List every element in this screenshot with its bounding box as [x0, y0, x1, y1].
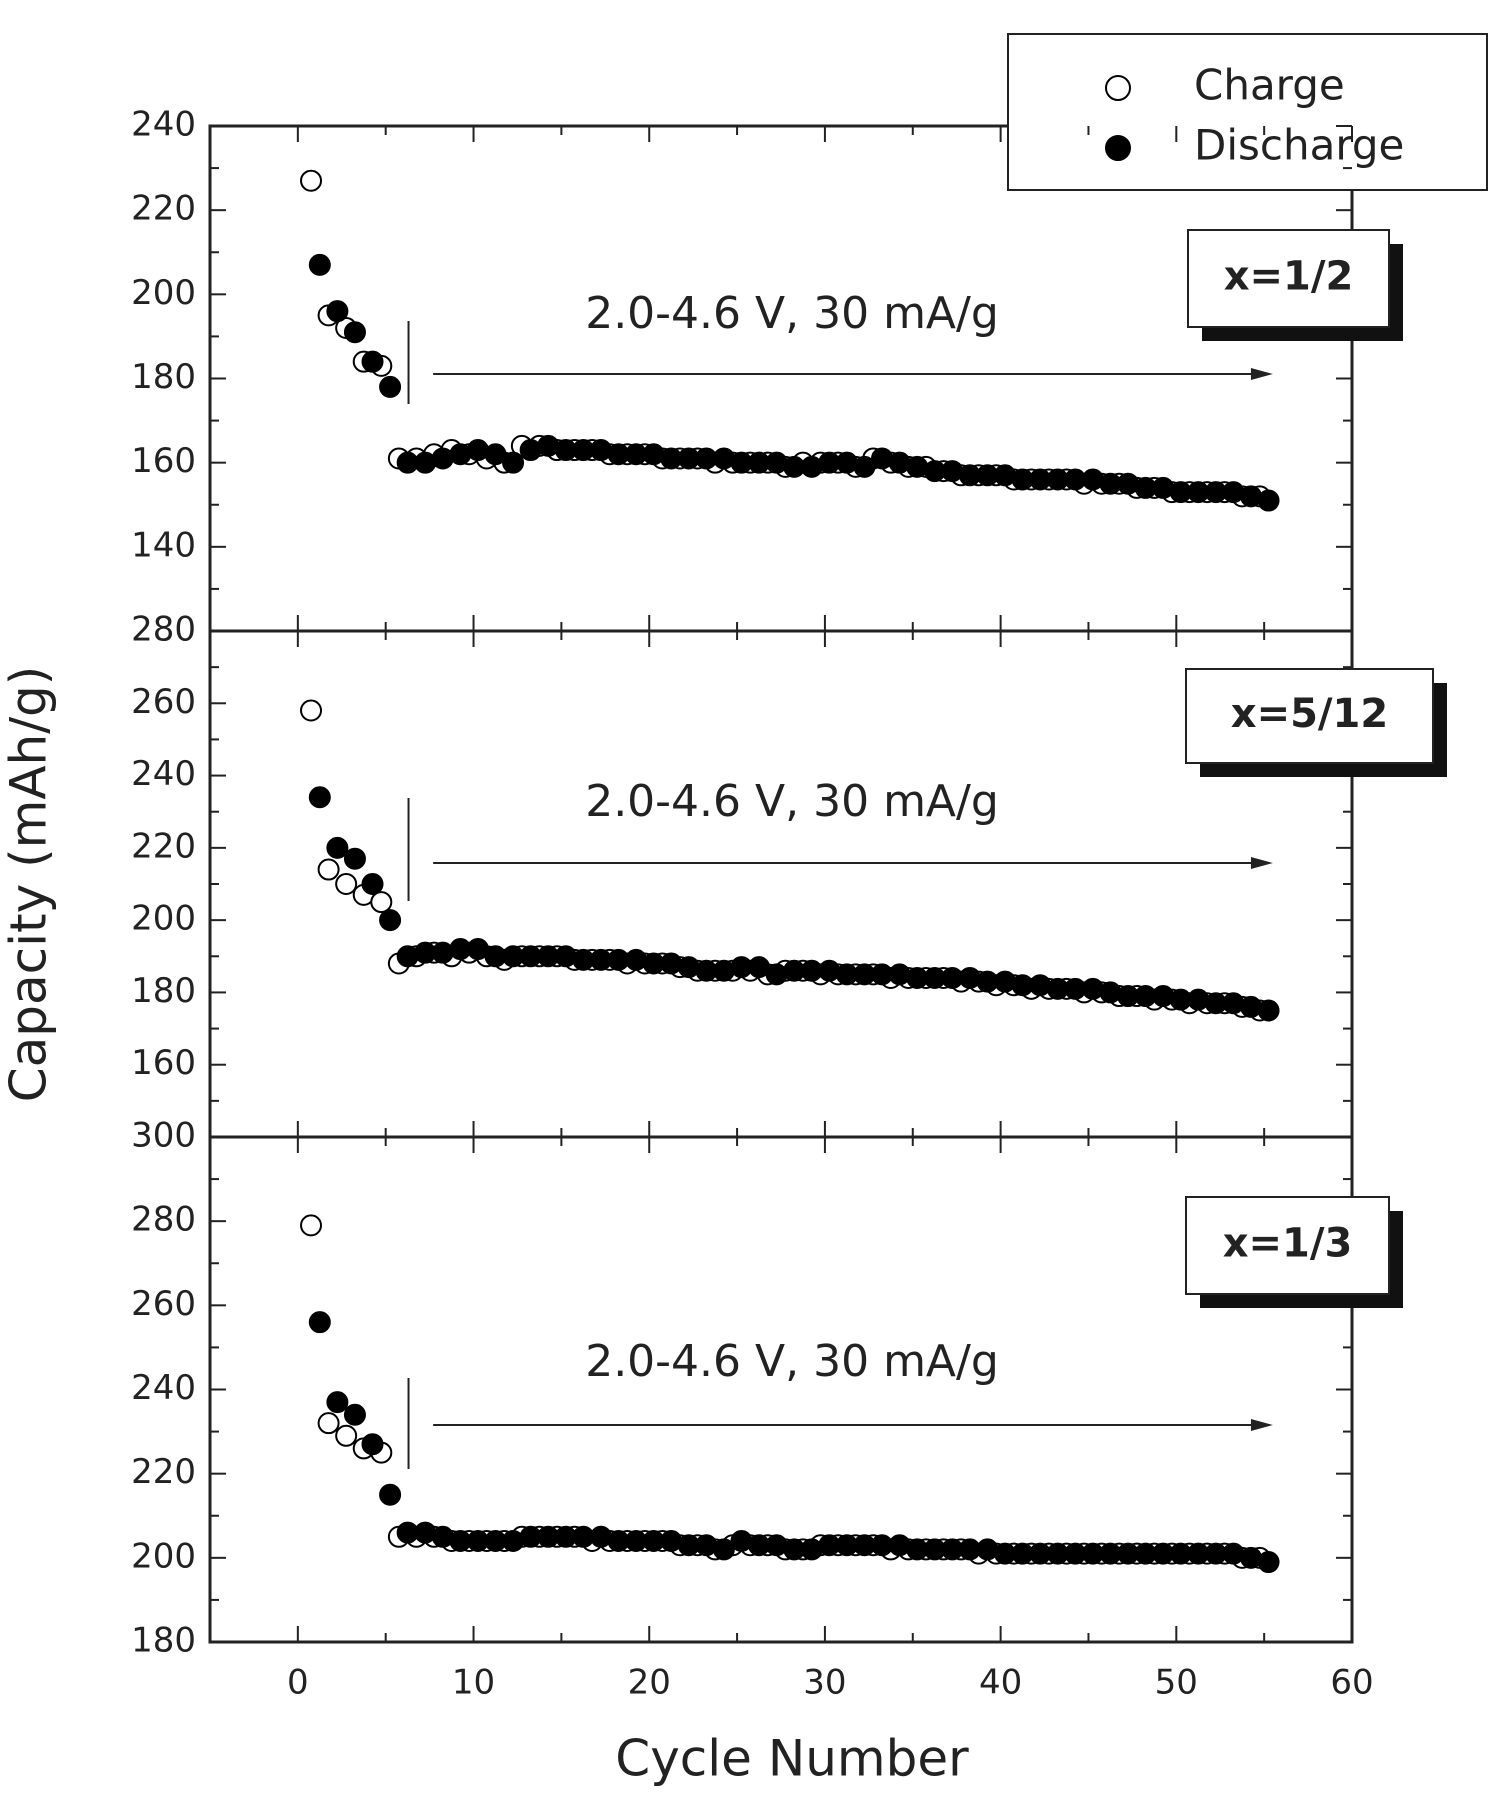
x-tick-label: 50 [1155, 1663, 1198, 1703]
marker [765, 963, 788, 986]
annotation: 2.0-4.6 V, 30 mA/g [585, 1336, 999, 1387]
marker [326, 300, 349, 323]
marker [502, 451, 525, 474]
y-tick-label: 220 [131, 1452, 196, 1492]
marker [396, 945, 419, 968]
legend-label: Charge [1194, 61, 1345, 110]
y-tick-label: 240 [131, 105, 196, 145]
marker [379, 1483, 402, 1506]
marker [379, 375, 402, 398]
legend-marker [1105, 135, 1131, 161]
panel-label: x=1/3 [1223, 1221, 1353, 1267]
y-tick-label: 240 [131, 1368, 196, 1408]
marker [554, 945, 577, 968]
marker [343, 321, 366, 344]
marker [431, 941, 454, 964]
label-box [1187, 229, 1390, 328]
y-tick-label: 140 [131, 525, 196, 565]
marker [361, 1433, 384, 1456]
marker [818, 959, 841, 982]
marker [660, 952, 683, 975]
arrow-head [1250, 1419, 1273, 1431]
marker [1152, 985, 1175, 1008]
label-box [1185, 668, 1434, 764]
marker [1257, 489, 1280, 512]
marker [484, 443, 507, 466]
arrow-head [1250, 857, 1273, 869]
x-tick-label: 20 [628, 1663, 671, 1703]
marker [1239, 995, 1262, 1018]
marker [958, 966, 981, 989]
marker [625, 948, 648, 971]
y-tick-label: 280 [131, 610, 196, 650]
x-tick-label: 0 [287, 1663, 309, 1703]
marker [317, 1412, 340, 1435]
marker [308, 786, 331, 809]
y-tick-label: 280 [131, 1200, 196, 1240]
y-tick-label: 200 [131, 1536, 196, 1576]
marker [326, 836, 349, 859]
annotation: 2.0-4.6 V, 30 mA/g [585, 776, 999, 827]
arrow-head [1250, 368, 1273, 380]
marker [300, 1214, 323, 1237]
marker [343, 1403, 366, 1426]
marker [300, 169, 323, 192]
annotation: 2.0-4.6 V, 30 mA/g [585, 288, 999, 339]
x-tick-label: 40 [979, 1663, 1022, 1703]
y-tick-label: 160 [131, 441, 196, 481]
y-tick-label: 240 [131, 754, 196, 794]
x-tick-label: 10 [452, 1663, 495, 1703]
marker [1099, 981, 1122, 1004]
marker [1222, 992, 1245, 1015]
panel-label: x=5/12 [1231, 691, 1388, 737]
legend-marker [1105, 75, 1131, 101]
marker [1257, 999, 1280, 1022]
x-axis-title: Cycle Number [615, 1730, 969, 1788]
y-tick-label: 220 [131, 826, 196, 866]
x-tick-label: 60 [1330, 1663, 1373, 1703]
y-tick-label: 180 [131, 357, 196, 397]
marker [994, 970, 1017, 993]
marker [712, 1538, 735, 1561]
marker [379, 909, 402, 932]
y-tick-label: 180 [131, 971, 196, 1011]
marker [1257, 1551, 1280, 1574]
marker [361, 873, 384, 895]
marker [343, 847, 366, 870]
y-tick-label: 200 [131, 899, 196, 939]
marker [370, 891, 393, 914]
marker [335, 873, 358, 895]
label-box [1185, 1196, 1390, 1295]
legend-label: Discharge [1194, 121, 1404, 170]
y-tick-label: 160 [131, 1043, 196, 1083]
y-tick-label: 300 [131, 1116, 196, 1156]
marker [335, 1424, 358, 1447]
x-tick-label: 30 [803, 1663, 846, 1703]
marker [308, 253, 331, 276]
marker [677, 956, 700, 979]
y-tick-label: 200 [131, 273, 196, 313]
marker [300, 699, 323, 722]
marker [1187, 988, 1210, 1011]
marker [888, 963, 911, 986]
marker [853, 455, 876, 478]
y-tick-label: 180 [131, 1621, 196, 1661]
marker [317, 858, 340, 881]
legend-box [1007, 33, 1488, 191]
y-axis-title: Capacity (mAh/g) [0, 666, 58, 1103]
marker [712, 959, 735, 982]
marker [361, 350, 384, 373]
panel-label: x=1/2 [1224, 254, 1354, 300]
marker [1081, 977, 1104, 1000]
y-tick-label: 220 [131, 189, 196, 229]
marker [308, 1311, 331, 1334]
y-tick-label: 260 [131, 682, 196, 722]
marker [1029, 974, 1052, 997]
marker [326, 1391, 349, 1414]
y-tick-label: 260 [131, 1284, 196, 1324]
